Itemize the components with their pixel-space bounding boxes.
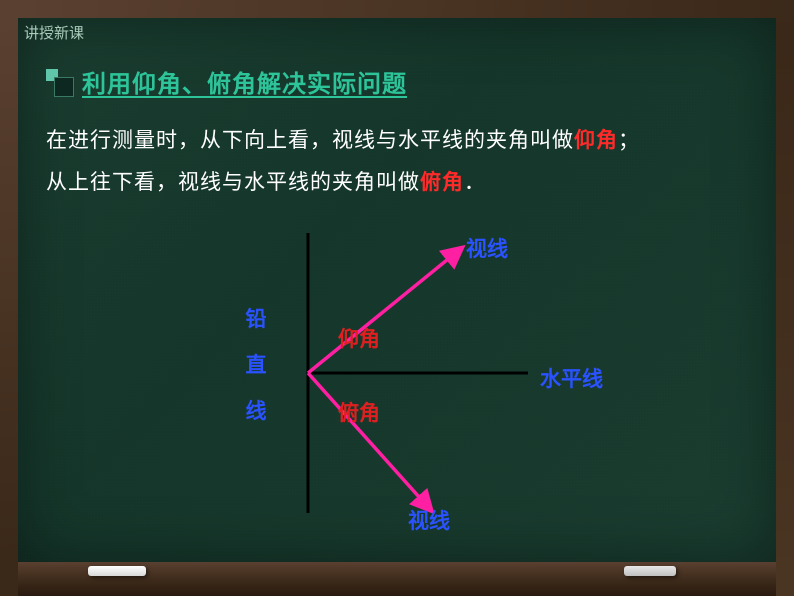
body-text: 在进行测量时，从下向上看，视线与水平线的夹角叫做仰角； 从上往下看，视线与水平线… bbox=[46, 120, 748, 204]
body-line2-highlight: 俯角 bbox=[420, 171, 464, 194]
label-horizontal-line: 水平线 bbox=[540, 363, 603, 393]
header-tag: 讲授新课 bbox=[18, 20, 90, 45]
section-icon bbox=[46, 69, 72, 95]
body-line1-b: ； bbox=[618, 129, 640, 152]
angle-diagram: 铅 直 线 水平线 视线 视线 仰角 俯角 bbox=[198, 223, 618, 543]
chalk-piece bbox=[624, 566, 676, 576]
sight-line-up bbox=[308, 251, 458, 373]
body-line2-a: 从上往下看，视线与水平线的夹角叫做 bbox=[46, 171, 420, 194]
label-elevation-angle: 仰角 bbox=[338, 323, 380, 353]
body-line1-highlight: 仰角 bbox=[574, 129, 618, 152]
chalkboard: 讲授新课 利用仰角、俯角解决实际问题 在进行测量时，从下向上看，视线与水平线的夹… bbox=[18, 18, 776, 562]
section-title-wrap: 利用仰角、俯角解决实际问题 bbox=[46, 64, 407, 99]
body-line2-b: ． bbox=[464, 171, 486, 194]
label-vertical-line: 铅 直 线 bbox=[244, 297, 268, 436]
sight-line-down bbox=[308, 373, 428, 507]
label-sight-down: 视线 bbox=[408, 505, 450, 535]
label-depression-angle: 俯角 bbox=[338, 397, 380, 427]
label-sight-up: 视线 bbox=[466, 233, 508, 263]
label-vertical-char: 线 bbox=[244, 389, 268, 435]
body-line1-a: 在进行测量时，从下向上看，视线与水平线的夹角叫做 bbox=[46, 129, 574, 152]
label-vertical-char: 铅 bbox=[244, 297, 268, 343]
label-vertical-char: 直 bbox=[244, 343, 268, 389]
chalk-piece bbox=[88, 566, 146, 576]
chalk-tray bbox=[18, 562, 776, 596]
section-title: 利用仰角、俯角解决实际问题 bbox=[82, 64, 407, 99]
